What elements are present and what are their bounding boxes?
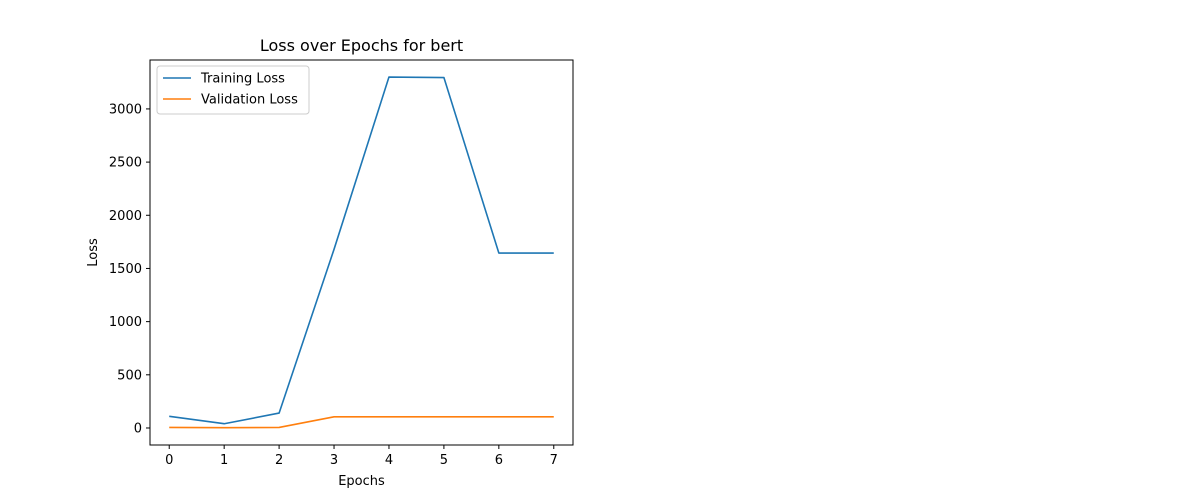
legend-label-0: Training Loss (200, 72, 285, 87)
x-tick-label: 1 (220, 453, 228, 468)
y-tick-label: 2000 (109, 209, 142, 224)
x-axis: 0 1 2 3 4 5 6 7 (165, 445, 558, 468)
y-tick-label: 0 (134, 421, 142, 436)
x-tick-label: 2 (275, 453, 283, 468)
x-axis-label: Epochs (338, 474, 385, 489)
legend: Training Loss Validation Loss (156, 65, 310, 115)
x-tick-label: 3 (330, 453, 338, 468)
series-line-0 (169, 76, 554, 425)
y-tick-label: 500 (117, 368, 142, 383)
y-tick-label: 1000 (109, 315, 142, 330)
plot-area (149, 59, 574, 446)
x-tick-label: 4 (385, 453, 393, 468)
x-tick-label: 0 (165, 453, 173, 468)
y-axis: 0 500 1000 1500 2000 2500 3000 (109, 102, 150, 436)
x-tick-label: 5 (440, 453, 448, 468)
y-axis-label: Loss (86, 238, 101, 267)
y-tick-label: 1500 (109, 262, 142, 277)
legend-box (156, 65, 310, 115)
plot-frame (149, 59, 574, 446)
y-tick-label: 3000 (109, 102, 142, 117)
x-tick-label: 6 (495, 453, 503, 468)
x-tick-label: 7 (550, 453, 558, 468)
series-line-1 (169, 416, 554, 429)
series-layer (169, 76, 554, 429)
legend-label-1: Validation Loss (201, 93, 298, 108)
chart-title: Loss over Epochs for bert (260, 36, 463, 55)
y-tick-label: 2500 (109, 156, 142, 171)
